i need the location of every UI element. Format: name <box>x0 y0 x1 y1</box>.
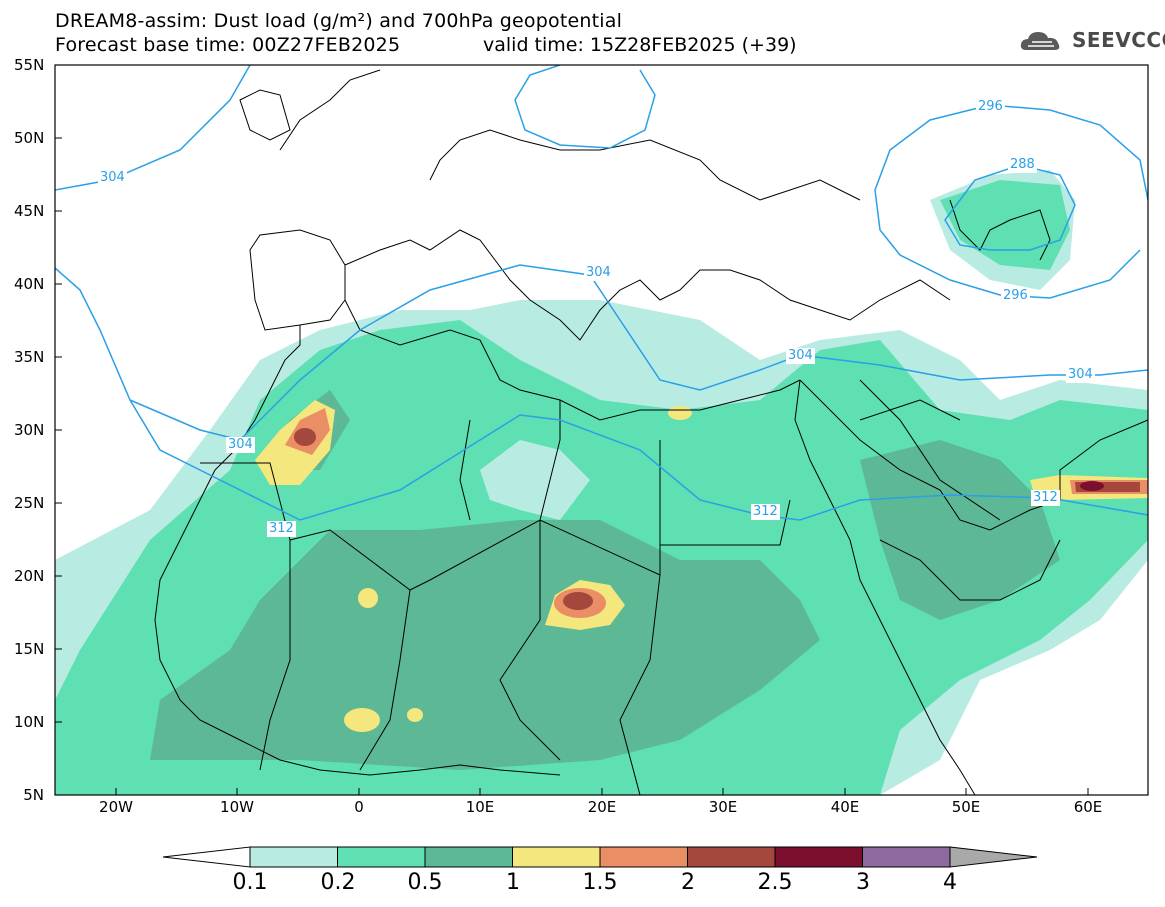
colorbar-segment <box>337 846 426 868</box>
seevccc-cloud-icon <box>1020 32 1060 50</box>
lat-label: 35N <box>14 348 45 366</box>
colorbar-label: 0.1 <box>232 870 268 895</box>
colorbar-label: 0.5 <box>407 870 443 895</box>
contour-label: 312 <box>1031 490 1060 506</box>
colorbar-over-triangle <box>949 846 1038 868</box>
lat-label: 10N <box>14 713 45 731</box>
lat-label: 30N <box>14 421 45 439</box>
dust-level-1-niger <box>344 708 380 732</box>
colorbar-under-triangle <box>162 846 251 868</box>
colorbar-label: 4 <box>943 870 957 895</box>
lon-label: 60E <box>1073 798 1103 816</box>
colorbar-segment <box>687 846 776 868</box>
colorbar-label: 1 <box>506 870 520 895</box>
colorbar-label: 2 <box>681 870 695 895</box>
lon-label: 40E <box>830 798 860 816</box>
lat-label: 40N <box>14 275 45 293</box>
contour-label: 288 <box>1008 157 1037 173</box>
lat-label: 55N <box>14 56 45 74</box>
lon-label: 50E <box>951 798 981 816</box>
lat-label: 50N <box>14 129 45 147</box>
dust-level-0.5-arabia <box>860 440 1060 620</box>
colorbar-segment <box>862 846 951 868</box>
forecast-base-time: Forecast base time: 00Z27FEB2025 <box>55 34 401 56</box>
lon-label: 0 <box>354 798 364 816</box>
lon-label: 20W <box>99 798 133 816</box>
contour-label: 304 <box>1066 367 1095 383</box>
clear-patch-libya <box>480 440 590 520</box>
colorbar-label: 2.5 <box>757 870 793 895</box>
contour-label: 312 <box>267 521 296 537</box>
lat-label: 45N <box>14 202 45 220</box>
dust-level-2-morocco <box>294 428 316 446</box>
colorbar-label: 0.2 <box>320 870 356 895</box>
lon-label: 30E <box>708 798 738 816</box>
valid-time: valid time: 15Z28FEB2025 (+39) <box>483 34 797 56</box>
colorbar-segment <box>512 846 601 868</box>
lat-label: 25N <box>14 494 45 512</box>
contour-label: 304 <box>226 437 255 453</box>
lat-label: 15N <box>14 640 45 658</box>
colorbar-segment <box>774 846 863 868</box>
contour-label: 296 <box>1001 288 1030 304</box>
lat-label: 20N <box>14 567 45 585</box>
dust-shading <box>55 170 1148 795</box>
dust-level-2.5-oman <box>1080 481 1104 491</box>
contour-label: 304 <box>98 170 127 186</box>
colorbar-segment <box>424 846 513 868</box>
lon-label: 10W <box>220 798 254 816</box>
colorbar-segment <box>599 846 688 868</box>
colorbar-segment <box>249 846 338 868</box>
dust-level-1-egypt <box>668 406 692 420</box>
colorbar-label: 3 <box>856 870 870 895</box>
geopotential-contours <box>55 65 1148 521</box>
colorbar-label: 1.5 <box>582 870 618 895</box>
lon-label: 10E <box>465 798 495 816</box>
logo-text: SEEVCCC <box>1072 28 1165 52</box>
contour-label: 312 <box>751 504 780 520</box>
map-title: DREAM8-assim: Dust load (g/m²) and 700hP… <box>55 10 623 32</box>
contour-label: 304 <box>584 265 613 281</box>
dust-level-2-chad <box>563 592 593 610</box>
dust-level-1-mali <box>358 588 378 608</box>
colorbar <box>162 846 1038 868</box>
dust-level-1-nigeria <box>407 708 423 722</box>
axis-ticks <box>55 64 1089 795</box>
coastlines-borders <box>154 69 1148 795</box>
lat-label: 5N <box>23 786 44 804</box>
contour-label: 296 <box>976 99 1005 115</box>
contour-label: 304 <box>786 348 815 364</box>
dust-level-0.5 <box>150 520 820 770</box>
lon-label: 20E <box>587 798 617 816</box>
